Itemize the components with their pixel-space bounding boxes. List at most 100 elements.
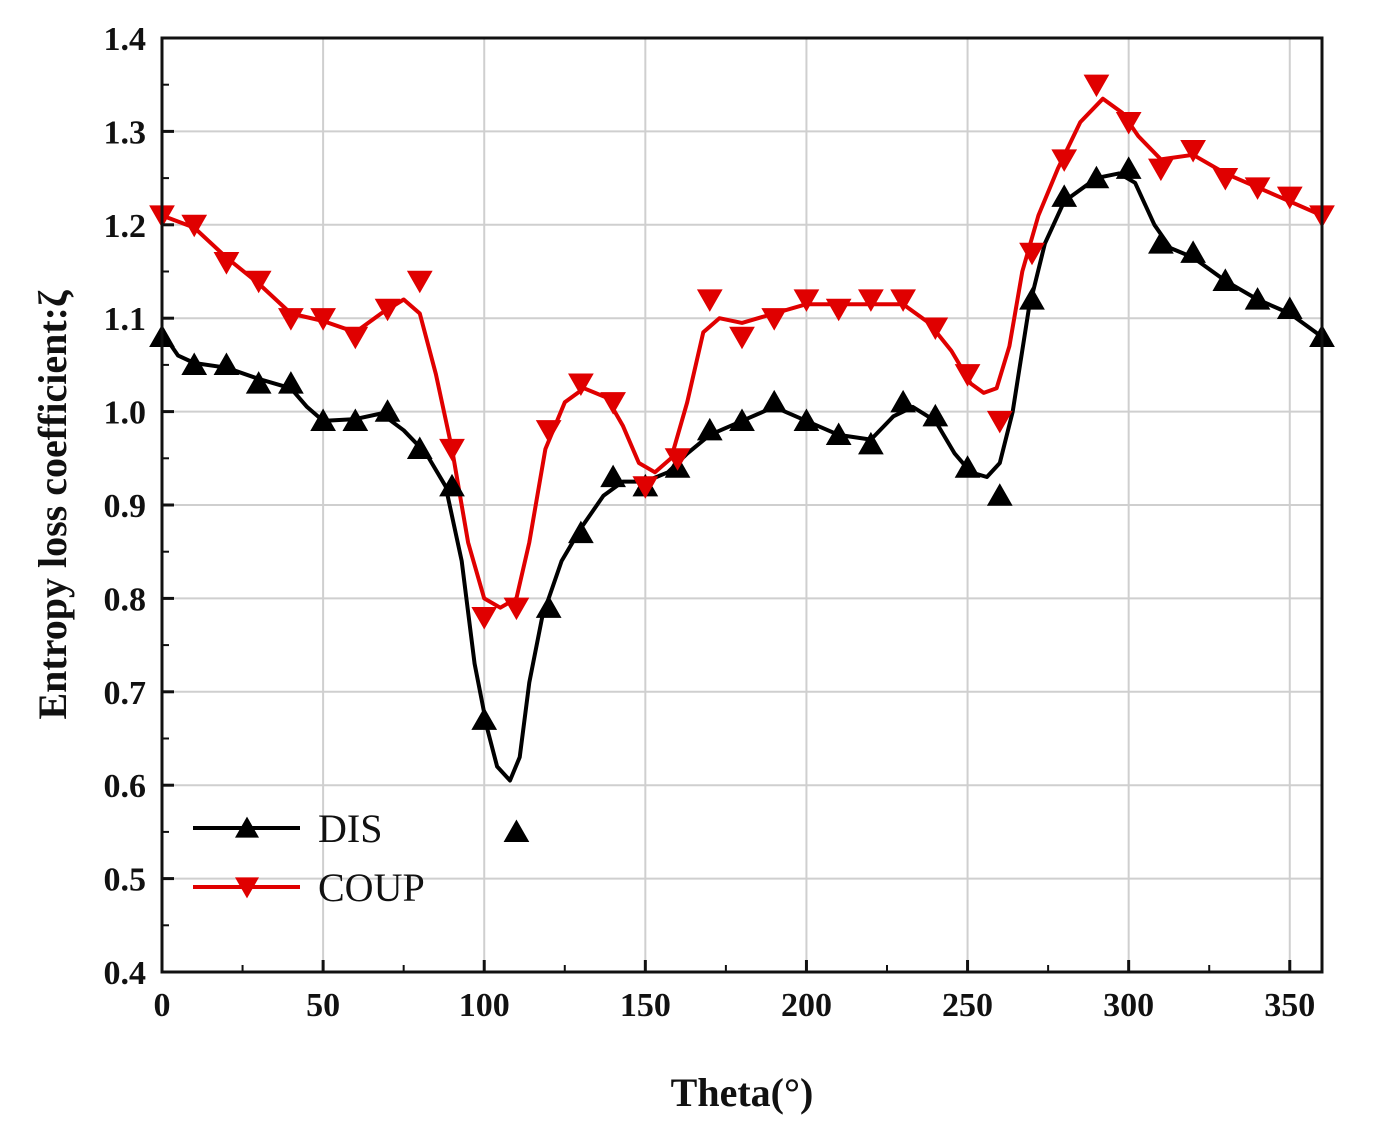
- data-point-dis: [278, 371, 304, 394]
- y-tick-label: 0.7: [104, 675, 147, 712]
- y-tick-label: 1.2: [104, 208, 147, 245]
- data-point-dis: [1212, 268, 1239, 291]
- axis-ticks: [160, 36, 1292, 974]
- data-point-dis: [181, 352, 208, 375]
- data-point-dis: [1051, 184, 1078, 207]
- data-point-dis: [1180, 240, 1206, 263]
- series-lines: [160, 96, 1324, 783]
- y-tick-label: 0.4: [104, 955, 147, 992]
- data-point-dis: [1244, 287, 1271, 310]
- data-point-coup: [729, 326, 755, 350]
- x-tick-label: 100: [459, 987, 510, 1024]
- data-point-dis: [213, 352, 240, 375]
- data-point-coup: [1148, 158, 1174, 182]
- x-tick-labels: 0 50 100 150 200 250 300 350: [154, 987, 1316, 1024]
- data-point-coup: [1019, 242, 1045, 266]
- legend-marker-dis: [235, 816, 259, 838]
- y-axis-title: Entropy loss coefficient:ζ: [30, 290, 75, 720]
- data-point-dis: [471, 707, 498, 730]
- data-point-dis: [535, 595, 562, 618]
- data-point-coup: [1051, 149, 1078, 172]
- data-point-coup: [761, 308, 788, 331]
- x-tick-label: 350: [1264, 987, 1315, 1024]
- data-point-dis: [793, 408, 820, 432]
- data-point-coup: [890, 289, 916, 312]
- x-tick-label: 0: [154, 987, 171, 1024]
- grid: [161, 37, 1322, 973]
- data-point-dis: [1148, 231, 1174, 254]
- data-point-coup: [632, 476, 659, 499]
- data-point-dis: [1083, 165, 1110, 189]
- data-point-dis: [890, 389, 916, 413]
- data-point-coup: [858, 289, 884, 312]
- data-point-dis: [310, 408, 336, 432]
- legend-label-coup: COUP: [318, 865, 425, 910]
- x-tick-label: 250: [942, 987, 993, 1024]
- data-point-dis: [761, 389, 788, 413]
- data-point-dis: [342, 408, 369, 432]
- data-point-dis: [729, 408, 755, 432]
- y-tick-label: 1.0: [104, 395, 147, 432]
- data-point-dis: [439, 473, 465, 497]
- data-point-dis: [1115, 156, 1142, 179]
- data-point-coup: [922, 317, 949, 340]
- legend-marker-coup: [235, 877, 259, 899]
- x-axis-title: Theta(°): [671, 1070, 814, 1115]
- data-point-coup: [406, 270, 433, 294]
- legend-label-dis: DIS: [318, 806, 382, 851]
- data-point-dis: [568, 520, 594, 544]
- data-point-coup: [245, 270, 272, 294]
- data-point-dis: [696, 417, 723, 441]
- data-point-coup: [793, 289, 820, 312]
- data-point-dis: [986, 483, 1013, 506]
- series-line-coup: [160, 96, 1324, 610]
- data-point-coup: [310, 308, 336, 331]
- y-tick-label: 0.9: [104, 488, 147, 525]
- data-point-coup: [825, 298, 852, 322]
- data-point-dis: [1276, 296, 1303, 319]
- x-tick-label: 50: [306, 987, 340, 1024]
- data-point-dis: [245, 371, 272, 394]
- data-point-coup: [986, 410, 1013, 434]
- x-tick-label: 300: [1103, 987, 1154, 1024]
- data-point-dis: [825, 422, 852, 446]
- data-point-dis: [954, 455, 981, 478]
- data-point-dis: [1019, 287, 1045, 310]
- data-point-coup: [1083, 74, 1110, 98]
- data-point-coup: [600, 392, 626, 415]
- y-tick-label: 0.5: [104, 862, 147, 899]
- data-point-coup: [181, 214, 208, 238]
- data-point-coup: [1180, 139, 1206, 163]
- data-point-coup: [664, 448, 691, 471]
- data-point-dis: [406, 436, 433, 460]
- data-point-coup: [568, 373, 594, 396]
- data-point-coup: [471, 606, 498, 630]
- data-point-dis: [600, 464, 626, 488]
- y-tick-label: 1.1: [104, 301, 147, 338]
- data-point-coup: [342, 326, 369, 350]
- data-point-dis: [922, 403, 949, 427]
- legend: DIS COUP: [193, 806, 425, 910]
- data-point-dis: [503, 819, 530, 842]
- data-point-coup: [278, 308, 304, 331]
- y-tick-labels: 0.4 0.5 0.6 0.7 0.8 0.9 1.0 1.1 1.2 1.3 1.4: [104, 21, 147, 992]
- x-tick-label: 200: [781, 987, 832, 1024]
- data-point-coup: [1115, 111, 1142, 135]
- y-tick-label: 0.8: [104, 581, 147, 618]
- data-point-coup: [696, 289, 723, 312]
- y-tick-label: 0.6: [104, 768, 147, 805]
- y-tick-label: 1.3: [104, 114, 147, 151]
- data-point-coup: [954, 364, 981, 387]
- data-point-coup: [439, 438, 465, 462]
- data-point-dis: [858, 431, 884, 455]
- data-point-coup: [1244, 177, 1271, 200]
- x-tick-label: 150: [620, 987, 671, 1024]
- data-point-dis: [374, 399, 401, 422]
- data-point-coup: [1212, 168, 1239, 191]
- data-markers: [149, 74, 1335, 842]
- data-point-coup: [535, 420, 562, 443]
- data-point-coup: [213, 252, 240, 275]
- data-point-coup: [374, 298, 401, 322]
- series-line-dis: [160, 171, 1324, 783]
